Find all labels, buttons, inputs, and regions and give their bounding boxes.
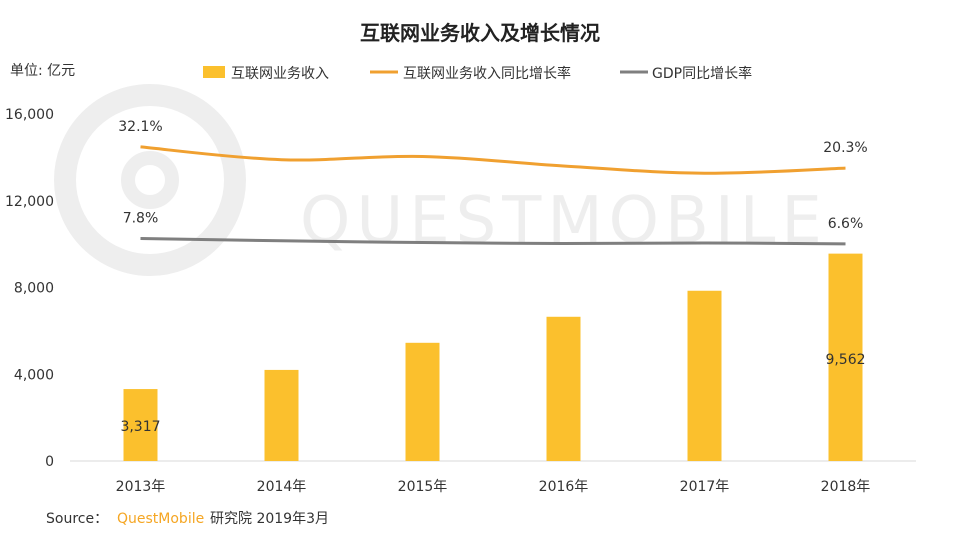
- bar-4: [687, 290, 722, 461]
- legend-item-gdp-growth: GDP同比增长率: [620, 65, 752, 82]
- legend: 互联网业务收入 互联网业务收入同比增长率 GDP同比增长率: [203, 65, 752, 82]
- legend-item-revenue-growth: 互联网业务收入同比增长率: [370, 65, 571, 82]
- bar-1: [264, 369, 299, 461]
- y-tick-label: 16,000: [5, 107, 54, 123]
- data-labels: 3,317 9,562 32.1% 20.3% 7.8% 6.6%: [118, 119, 867, 435]
- watermark: QUESTMOBILE: [54, 84, 828, 276]
- bar-0: [123, 389, 158, 461]
- y-tick-label: 0: [45, 454, 54, 470]
- watermark-text: QUESTMOBILE: [300, 184, 828, 258]
- x-axis-ticks: 2013年 2014年 2015年 2016年 2017年 2018年: [116, 479, 871, 495]
- data-label: 9,562: [825, 352, 865, 368]
- legend-swatch-bar: [203, 66, 225, 78]
- data-label: 3,317: [120, 419, 160, 435]
- data-label: 32.1%: [118, 119, 162, 135]
- unit-label: 单位: 亿元: [10, 63, 75, 79]
- source-suffix: 研究院 2019年3月: [210, 511, 329, 527]
- growth-lines: [140, 145, 846, 246]
- data-label: 20.3%: [823, 140, 867, 156]
- line-revenue-growth: [140, 145, 846, 175]
- line-gdp-growth: [140, 237, 846, 246]
- data-label: 6.6%: [828, 216, 864, 232]
- legend-label-revenue-growth: 互联网业务收入同比增长率: [403, 65, 571, 82]
- x-tick-label: 2017年: [680, 479, 730, 495]
- data-label: 7.8%: [123, 211, 159, 227]
- source-note: Source： QuestMobile 研究院 2019年3月: [46, 511, 329, 527]
- source-prefix: Source：: [46, 511, 108, 527]
- y-tick-label: 12,000: [5, 194, 54, 210]
- bar-3: [546, 316, 581, 461]
- source-brand: QuestMobile: [117, 511, 204, 527]
- chart-title: 互联网业务收入及增长情况: [360, 21, 600, 45]
- bars: [123, 253, 863, 461]
- watermark-logo-dot: [121, 151, 179, 209]
- y-tick-label: 4,000: [14, 367, 54, 383]
- x-tick-label: 2015年: [398, 479, 448, 495]
- bar-2: [405, 342, 440, 461]
- y-axis-ticks: 0 4,000 8,000 12,000 16,000: [5, 107, 54, 470]
- legend-label-gdp-growth: GDP同比增长率: [652, 65, 752, 82]
- x-tick-label: 2014年: [257, 479, 307, 495]
- legend-label-revenue: 互联网业务收入: [231, 66, 329, 82]
- watermark-logo-ring: [54, 84, 246, 276]
- legend-item-revenue: 互联网业务收入: [203, 66, 329, 82]
- x-tick-label: 2018年: [821, 479, 871, 495]
- x-tick-label: 2016年: [539, 479, 589, 495]
- bar-5: [828, 253, 863, 461]
- x-tick-label: 2013年: [116, 479, 166, 495]
- y-tick-label: 8,000: [14, 281, 54, 297]
